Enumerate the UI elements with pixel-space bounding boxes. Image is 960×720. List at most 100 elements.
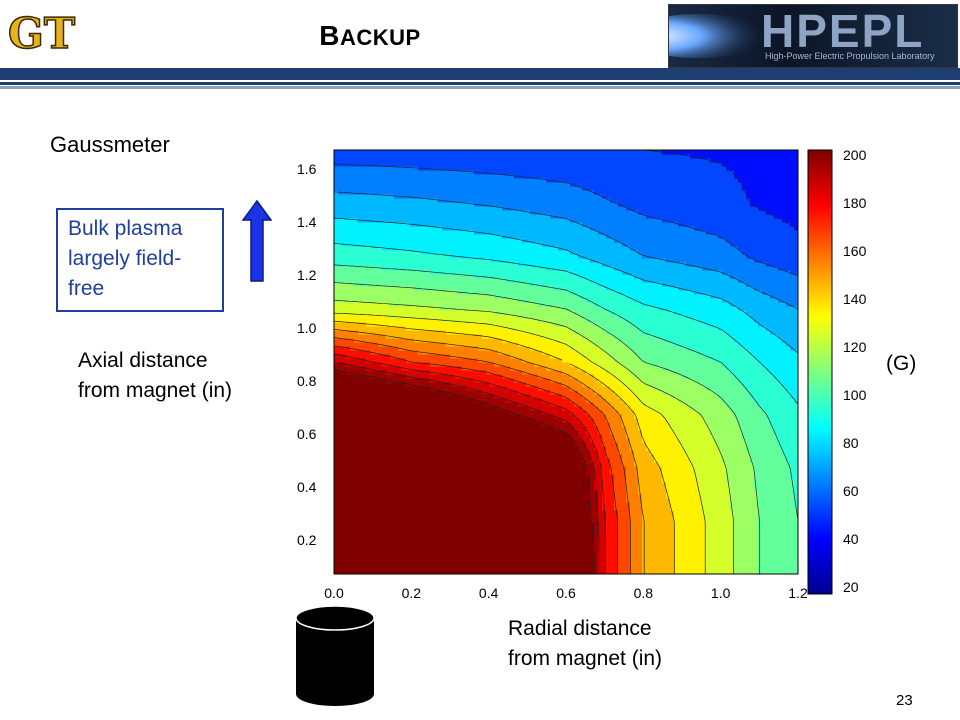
contour-cell: [686, 506, 691, 511]
contour-cell: [758, 570, 763, 574]
contour-cell: [526, 406, 531, 411]
contour-cell: [354, 482, 359, 487]
contour-cell: [658, 526, 663, 531]
contour-cell: [622, 410, 627, 415]
contour-cell: [698, 470, 703, 475]
contour-cell: [454, 554, 459, 559]
contour-cell: [794, 406, 798, 411]
contour-cell: [598, 466, 603, 471]
contour-cell: [490, 534, 495, 539]
contour-cell: [506, 530, 511, 535]
contour-cell: [690, 562, 695, 567]
contour-cell: [746, 470, 751, 475]
contour-cell: [366, 470, 371, 475]
contour-cell: [722, 530, 727, 535]
contour-cell: [346, 518, 351, 523]
contour-cell: [678, 450, 683, 455]
contour-cell: [590, 406, 595, 411]
contour-cell: [598, 558, 603, 563]
contour-cell: [358, 462, 363, 467]
contour-cell: [674, 410, 679, 415]
contour-cell: [486, 530, 491, 535]
contour-cell: [534, 522, 539, 527]
contour-cell: [690, 506, 695, 511]
contour-cell: [358, 438, 363, 443]
contour-cell: [586, 414, 591, 419]
contour-cell: [526, 486, 531, 491]
contour-cell: [454, 550, 459, 555]
contour-cell: [490, 538, 495, 543]
contour-cell: [726, 538, 731, 543]
contour-cell: [334, 538, 339, 543]
contour-cell: [370, 470, 375, 475]
contour-cell: [626, 550, 631, 555]
contour-cell: [342, 538, 347, 543]
contour-cell: [618, 534, 623, 539]
contour-cell: [526, 446, 531, 451]
contour-cell: [590, 542, 595, 547]
contour-cell: [670, 514, 675, 519]
contour-cell: [614, 486, 619, 491]
contour-cell: [622, 474, 627, 479]
contour-cell: [570, 486, 575, 491]
contour-cell: [666, 542, 671, 547]
contour-cell: [778, 566, 783, 571]
contour-cell: [714, 558, 719, 563]
contour-cell: [718, 502, 723, 507]
contour-cell: [542, 566, 547, 571]
contour-cell: [398, 482, 403, 487]
contour-cell: [766, 438, 771, 443]
contour-cell: [586, 494, 591, 499]
contour-cell: [758, 466, 763, 471]
contour-cell: [738, 474, 743, 479]
contour-cell: [614, 446, 619, 451]
contour-cell: [746, 422, 751, 427]
contour-cell: [506, 410, 511, 415]
contour-cell: [710, 490, 715, 495]
contour-cell: [506, 426, 511, 431]
contour-cell: [350, 454, 355, 459]
contour-cell: [430, 554, 435, 559]
contour-cell: [562, 458, 567, 463]
contour-cell: [554, 454, 559, 459]
contour-cell: [586, 462, 591, 467]
contour-cell: [378, 518, 383, 523]
contour-cell: [722, 494, 727, 499]
contour-cell: [394, 526, 399, 531]
contour-cell: [722, 490, 727, 495]
contour-cell: [790, 470, 795, 475]
contour-cell: [750, 554, 755, 559]
contour-cell: [390, 466, 395, 471]
contour-cell: [574, 538, 579, 543]
contour-cell: [542, 458, 547, 463]
contour-cell: [498, 474, 503, 479]
contour-cell: [498, 442, 503, 447]
contour-cell: [598, 426, 603, 431]
contour-cell: [602, 426, 607, 431]
contour-cell: [598, 514, 603, 519]
contour-cell: [542, 498, 547, 503]
contour-cell: [622, 526, 627, 531]
contour-cell: [502, 534, 507, 539]
contour-cell: [742, 414, 747, 419]
contour-cell: [466, 478, 471, 483]
contour-cell: [670, 434, 675, 439]
contour-cell: [554, 442, 559, 447]
contour-cell: [390, 470, 395, 475]
contour-cell: [334, 518, 339, 523]
contour-cell: [422, 418, 427, 423]
contour-cell: [462, 422, 467, 427]
contour-cell: [554, 450, 559, 455]
contour-cell: [390, 534, 395, 539]
contour-cell: [586, 510, 591, 515]
contour-cell: [446, 502, 451, 507]
contour-cell: [790, 494, 795, 499]
contour-cell: [782, 418, 787, 423]
contour-cell: [558, 474, 563, 479]
contour-cell: [754, 458, 759, 463]
contour-cell: [450, 466, 455, 471]
contour-cell: [726, 554, 731, 559]
contour-cell: [434, 470, 439, 475]
contour-cell: [594, 442, 599, 447]
contour-cell: [362, 542, 367, 547]
